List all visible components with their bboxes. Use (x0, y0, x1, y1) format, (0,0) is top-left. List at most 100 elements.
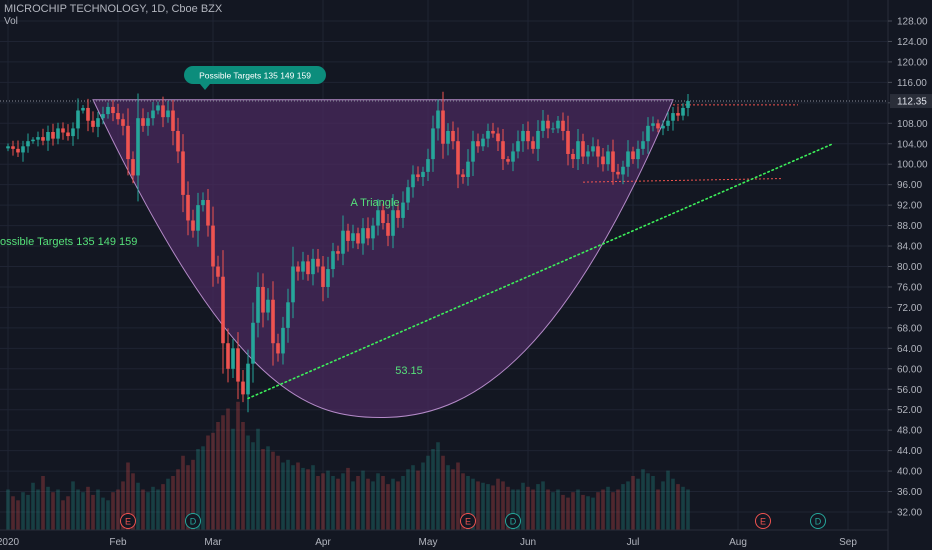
candle-body (651, 123, 655, 126)
volume-bar (286, 459, 290, 530)
volume-bar (456, 462, 460, 530)
candle-body (341, 230, 345, 254)
volume-bar (421, 462, 425, 530)
candle-body (81, 107, 85, 111)
chart-title: MICROCHIP TECHNOLOGY, 1D, Cboe BZX (4, 3, 223, 15)
candle-body (366, 228, 370, 239)
candle-body (321, 266, 325, 287)
price-tick-label: 52.00 (897, 405, 922, 416)
volume-bar (681, 486, 685, 530)
time-tick-label: Jun (520, 537, 536, 548)
volume-bar (146, 492, 150, 530)
volume-bar (281, 462, 285, 530)
volume-bar (446, 465, 450, 530)
candle-body (426, 159, 430, 172)
candle-body (211, 225, 215, 267)
candle-body (281, 327, 285, 354)
price-tick-label: 92.00 (897, 201, 922, 212)
volume-bar (231, 428, 235, 530)
candle-body (351, 233, 355, 241)
pattern-label: A Triangle (351, 197, 400, 209)
volume-bar (151, 486, 155, 530)
volume-bar (136, 482, 140, 530)
callout-bubble (184, 66, 326, 84)
candle-body (406, 187, 410, 203)
candle-body (306, 261, 310, 275)
candle-body (311, 258, 315, 275)
volume-bar (11, 496, 15, 530)
candle-body (471, 141, 475, 162)
price-tick-label: 100.00 (897, 160, 928, 171)
candle-body (601, 156, 605, 165)
candle-body (301, 261, 305, 272)
candle-body (76, 110, 80, 129)
candle-body (41, 137, 45, 141)
candle-body (546, 120, 550, 129)
volume-bar (376, 473, 380, 530)
dividend-marker-label: D (510, 517, 517, 527)
volume-bar (561, 494, 565, 530)
volume-bar (196, 449, 200, 530)
volume-bar (631, 476, 635, 530)
candle-body (531, 141, 535, 149)
dividend-marker-label: D (815, 517, 822, 527)
candle-body (51, 131, 55, 139)
volume-bar (451, 469, 455, 530)
candle-body (166, 110, 170, 118)
volume-bar (176, 469, 180, 530)
time-axis: 2020 Feb Mar Apr May Jun Jul Aug Sep (0, 529, 888, 548)
volume-bar (501, 481, 505, 530)
candle-body (236, 348, 240, 382)
candle-body (121, 119, 125, 126)
candle-body (521, 130, 525, 142)
candle-body (266, 299, 270, 313)
candle-body (676, 113, 680, 116)
event-marker (755, 513, 771, 529)
volume-bar (56, 489, 60, 530)
volume-bar (531, 489, 535, 530)
candle-body (316, 258, 320, 267)
event-marker (185, 513, 201, 529)
candle-body (446, 130, 450, 144)
candle-body (566, 130, 570, 154)
volume-bar (411, 465, 415, 530)
volume-bar (601, 489, 605, 530)
volume-bar (581, 494, 585, 530)
candle-body (511, 151, 515, 162)
volume-bar (6, 489, 10, 530)
volume-bar (626, 481, 630, 530)
volume-bar (381, 476, 385, 530)
candle-body (451, 130, 455, 142)
volume-bar (206, 435, 210, 530)
event-marker (460, 513, 476, 529)
volume-bar (611, 492, 615, 530)
price-tick-label: 36.00 (897, 487, 922, 498)
time-tick-label: 2020 (0, 537, 20, 548)
candle-body (111, 106, 115, 114)
volume-bar (166, 478, 170, 530)
volume-bar (291, 465, 295, 530)
volume-bar (236, 401, 240, 530)
volume-bar (651, 476, 655, 530)
volume-bar (506, 486, 510, 530)
volume-bar (341, 473, 345, 530)
volume-bar (296, 462, 300, 530)
candle-body (616, 171, 620, 175)
volume-bar (316, 476, 320, 530)
candle-body (371, 225, 375, 239)
volume-bar (416, 470, 420, 530)
candle-body (106, 106, 110, 115)
volume-bar (461, 473, 465, 530)
volume-bar (481, 482, 485, 530)
candle-body (646, 125, 650, 142)
price-tick-label: 76.00 (897, 282, 922, 293)
candle-body (496, 133, 500, 142)
price-tick-label: 104.00 (897, 139, 928, 150)
candles (6, 91, 690, 413)
volume-bar (661, 481, 665, 530)
volume-bar (246, 435, 250, 530)
price-tick-label: 68.00 (897, 323, 922, 334)
